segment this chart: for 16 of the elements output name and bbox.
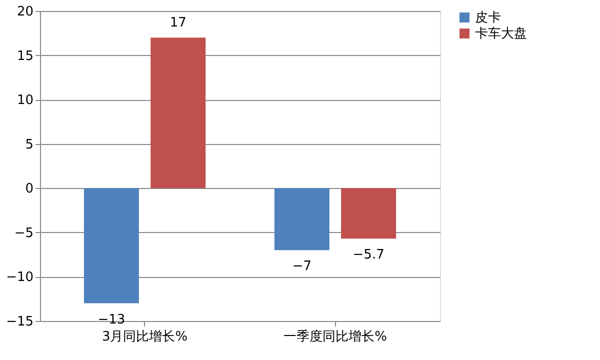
data-label: −13: [98, 312, 126, 328]
data-label: −7: [292, 259, 312, 274]
data-label: 17: [170, 16, 186, 31]
data-label: −5.7: [352, 248, 384, 263]
y-tick-label: 20: [16, 4, 34, 20]
y-tick-label: 5: [25, 137, 34, 152]
legend-label: 卡车大盘: [475, 26, 527, 42]
y-tick-label: −5: [14, 226, 34, 241]
y-tick-label: 10: [16, 93, 34, 108]
y-tick-label: −10: [6, 270, 34, 286]
x-tick-label: 一季度同比增长%: [284, 328, 387, 344]
x-tick-label: 3月同比增长%: [102, 330, 188, 344]
legend-label: 皮卡: [475, 10, 501, 26]
y-tick-label: −15: [6, 314, 34, 330]
y-tick-label: 15: [16, 48, 34, 64]
y-tick-label: 0: [25, 182, 34, 197]
